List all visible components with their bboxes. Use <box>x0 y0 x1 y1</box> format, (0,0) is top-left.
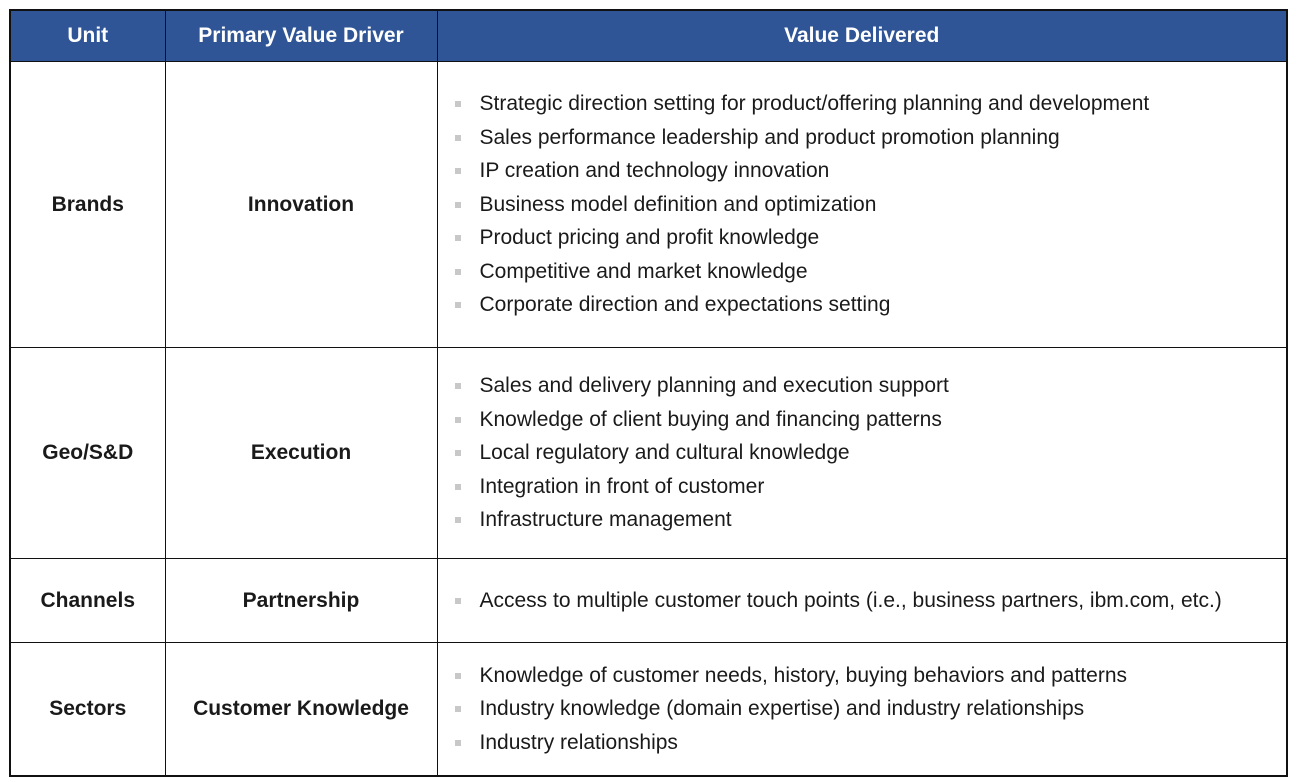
value-item: IP creation and technology innovation <box>454 154 1283 188</box>
value-item: Product pricing and profit knowledge <box>454 221 1283 255</box>
table-row-geo-sd: Geo/S&D Execution Sales and delivery pla… <box>9 347 1288 559</box>
value-cell: Knowledge of customer needs, history, bu… <box>436 642 1288 776</box>
value-driver-table: Unit Primary Value Driver Value Delivere… <box>9 9 1288 777</box>
driver-cell: Partnership <box>164 558 438 643</box>
value-item: Industry knowledge (domain expertise) an… <box>454 692 1283 726</box>
table-row-sectors: Sectors Customer Knowledge Knowledge of … <box>9 642 1288 776</box>
value-cell: Sales and delivery planning and executio… <box>436 347 1288 559</box>
value-item: Knowledge of client buying and financing… <box>454 403 1283 437</box>
table-header-row: Unit Primary Value Driver Value Delivere… <box>9 9 1288 62</box>
driver-cell: Customer Knowledge <box>164 642 438 776</box>
value-item: Corporate direction and expectations set… <box>454 288 1283 322</box>
value-item: Business model definition and optimizati… <box>454 188 1283 222</box>
value-list: Sales and delivery planning and executio… <box>454 369 1283 537</box>
header-unit: Unit <box>9 9 166 62</box>
value-item: Infrastructure management <box>454 503 1283 537</box>
table-row-channels: Channels Partnership Access to multiple … <box>9 558 1288 643</box>
driver-cell: Innovation <box>164 61 438 348</box>
header-primary-value-driver: Primary Value Driver <box>164 9 438 62</box>
value-list: Strategic direction setting for product/… <box>454 87 1283 322</box>
value-item: Industry relationships <box>454 726 1283 760</box>
unit-cell: Brands <box>9 61 166 348</box>
table-row-brands: Brands Innovation Strategic direction se… <box>9 61 1288 348</box>
value-item: Access to multiple customer touch points… <box>454 587 1283 615</box>
value-item: Sales and delivery planning and executio… <box>454 369 1283 403</box>
value-item: Competitive and market knowledge <box>454 255 1283 289</box>
value-cell: Strategic direction setting for product/… <box>436 61 1288 348</box>
unit-cell: Geo/S&D <box>9 347 166 559</box>
value-list: Knowledge of customer needs, history, bu… <box>454 659 1283 760</box>
value-item: Knowledge of customer needs, history, bu… <box>454 659 1283 693</box>
value-item: Sales performance leadership and product… <box>454 121 1283 155</box>
value-item: Integration in front of customer <box>454 470 1283 504</box>
value-item: Local regulatory and cultural knowledge <box>454 436 1283 470</box>
header-value-delivered: Value Delivered <box>436 9 1288 62</box>
driver-cell: Execution <box>164 347 438 559</box>
unit-cell: Sectors <box>9 642 166 776</box>
value-cell: Access to multiple customer touch points… <box>436 558 1288 643</box>
unit-cell: Channels <box>9 558 166 643</box>
value-list: Access to multiple customer touch points… <box>454 587 1283 615</box>
value-item: Strategic direction setting for product/… <box>454 87 1283 121</box>
